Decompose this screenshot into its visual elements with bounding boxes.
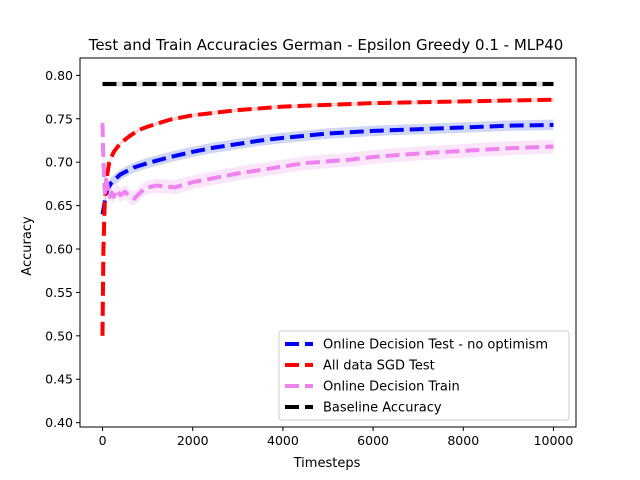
x-tick-label: 4000	[267, 433, 299, 448]
x-tick-label: 8000	[447, 433, 479, 448]
legend: Online Decision Test - no optimism All da…	[278, 330, 570, 421]
y-tick-label: 0.75	[45, 111, 73, 126]
x-tick-label: 0	[99, 433, 107, 448]
x-axis-label: Timesteps	[293, 456, 361, 471]
series-line-online-decision-test-no-optimism	[100, 122, 554, 215]
legend-label-online-decision-test-no-optimism: Online Decision Test - no optimism	[323, 338, 548, 353]
y-tick-label: 0.80	[45, 68, 73, 83]
x-tick-label: 2000	[177, 433, 209, 448]
series-line-online-decision-train	[100, 123, 554, 201]
series-line-all-data-sgd-test	[100, 97, 554, 336]
y-tick-label: 0.45	[45, 372, 73, 387]
y-tick-label: 0.60	[45, 242, 73, 257]
legend-label-online-decision-train: Online Decision Train	[323, 380, 460, 395]
x-tick-label: 10000	[534, 433, 574, 448]
y-tick-label: 0.70	[45, 155, 73, 170]
y-tick-label: 0.55	[45, 285, 73, 300]
series-band-online-decision-test-no-optimism	[102, 119, 554, 220]
legend-label-all-data-sgd-test: All data SGD Test	[323, 359, 435, 374]
plot-area	[100, 81, 554, 338]
chart-title: Test and Train Accuracies German - Epsil…	[88, 36, 564, 54]
legend-box	[278, 330, 570, 421]
x-tick-label: 6000	[357, 433, 389, 448]
axes: 0 2000 4000 6000 8000 10000 0.40 0.45 0.50 0.55 0.…	[45, 57, 577, 448]
y-axis-label: Accuracy	[20, 216, 35, 276]
y-tick-label: 0.65	[45, 198, 73, 213]
y-tick-label: 0.40	[45, 415, 73, 430]
y-tick-label: 0.50	[45, 328, 73, 343]
legend-label-baseline-accuracy: Baseline Accuracy	[323, 401, 442, 416]
plot-frame	[79, 57, 577, 428]
